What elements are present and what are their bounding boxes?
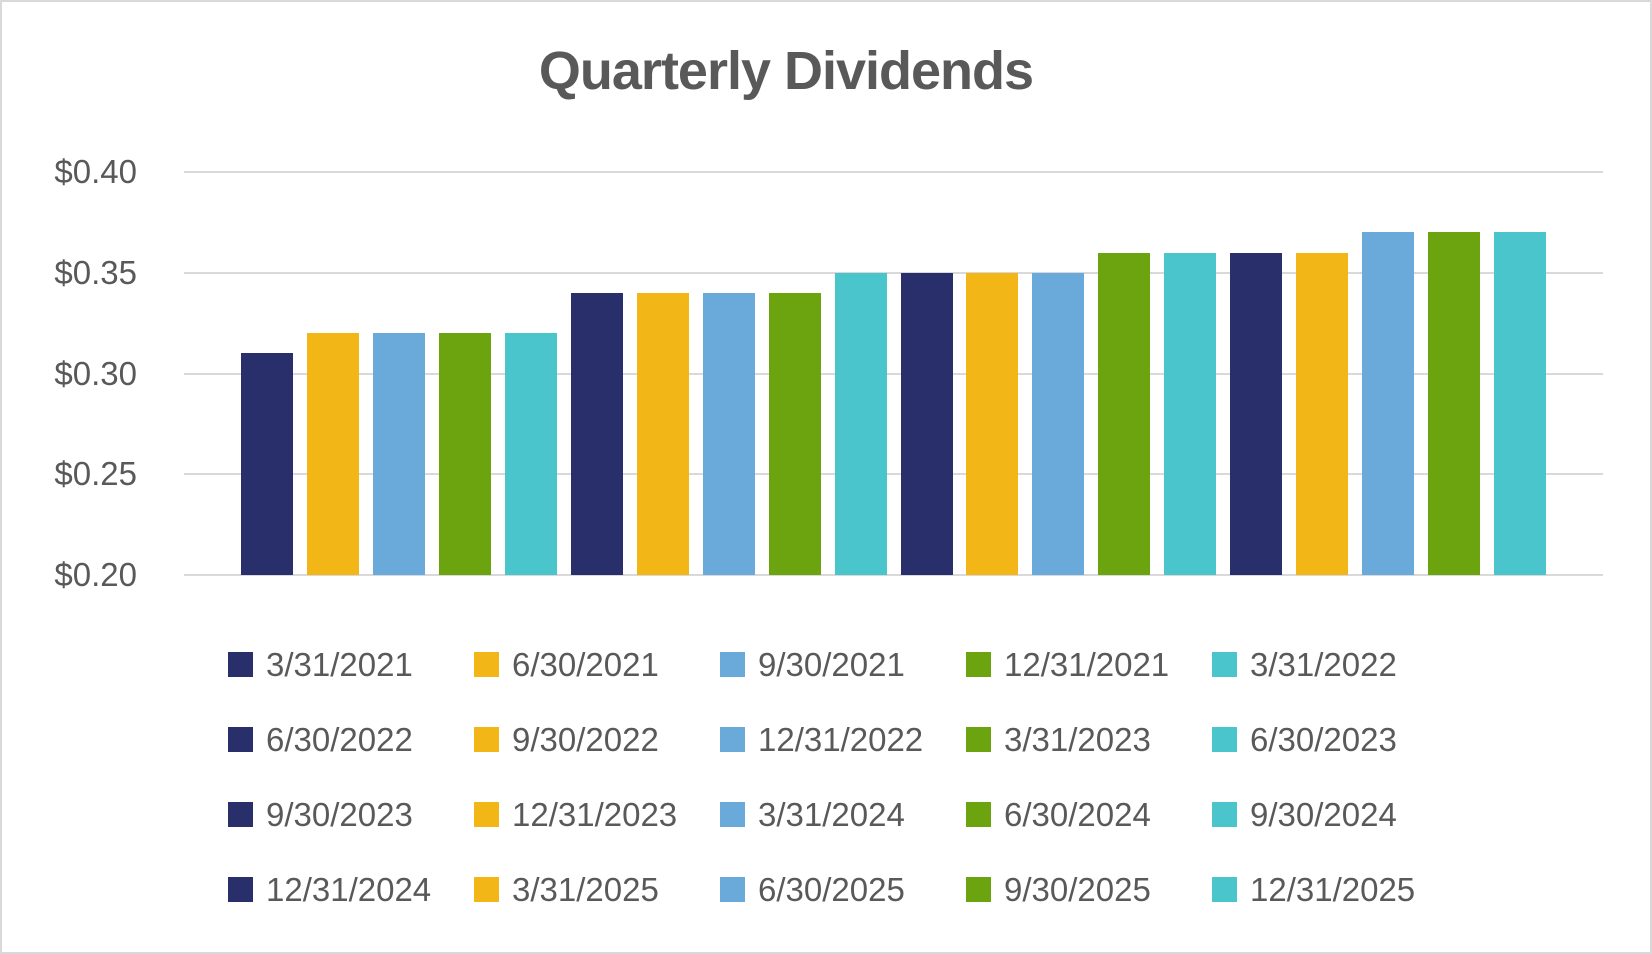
gridline--0-25 [184,473,1603,476]
legend-swatch [720,802,745,827]
legend-swatch [228,877,253,902]
bar-9-30-2021[interactable] [373,333,425,575]
y-axis-tick-label: $0.20 [54,556,137,593]
bar-9-30-2025[interactable] [1428,232,1480,575]
legend-item-12-31-2023[interactable]: 12/31/2023 [474,777,720,852]
legend-label: 9/30/2023 [266,795,413,833]
y-axis-tick-label: $0.40 [54,153,137,190]
legend-swatch [966,727,991,752]
legend-item-6-30-2025[interactable]: 6/30/2025 [720,852,966,927]
legend-label: 6/30/2025 [758,870,905,908]
bar-6-30-2025[interactable] [1362,232,1414,575]
gridline--0-35 [184,271,1603,274]
bar-6-30-2021[interactable] [307,333,359,575]
legend-item-3-31-2021[interactable]: 3/31/2021 [228,627,474,702]
gridline--0-40 [184,171,1603,173]
legend-item-12-31-2024[interactable]: 12/31/2024 [228,852,474,927]
legend-label: 12/31/2022 [758,720,924,758]
bar-9-30-2022[interactable] [637,293,689,575]
chart-title: Quarterly Dividends [538,41,1034,101]
legend-swatch [228,727,253,752]
legend-swatch [228,802,253,827]
bar-12-31-2023[interactable] [966,273,1018,575]
gridline--0-20 [184,574,1603,576]
legend-swatch [966,877,991,902]
legend-item-3-31-2025[interactable]: 3/31/2025 [474,852,720,927]
legend-item-12-31-2025[interactable]: 12/31/2025 [1212,852,1458,927]
bar-9-30-2023[interactable] [901,273,953,575]
legend-item-9-30-2022[interactable]: 9/30/2022 [474,702,720,777]
y-axis: $0.40 $0.35 $0.30 $0.25 $0.20 [32,153,137,593]
legend-swatch [474,727,499,752]
legend-label: 9/30/2021 [758,645,905,683]
legend-swatch [1212,877,1237,902]
legend-label: 3/31/2025 [512,870,659,908]
legend-label: 9/30/2024 [1250,795,1397,833]
legend-swatch [720,727,745,752]
plot-area [184,171,1603,576]
legend-label: 6/30/2022 [266,720,413,758]
legend-swatch [1212,727,1237,752]
y-axis-tick-label: $0.25 [54,455,137,493]
legend-label: 3/31/2024 [758,795,905,833]
bar-12-31-2021[interactable] [439,333,491,575]
bar-12-31-2024[interactable] [1230,253,1282,575]
legend-label: 12/31/2024 [266,870,432,908]
bar-3-31-2021[interactable] [241,353,293,575]
legend-label: 6/30/2023 [1250,720,1397,758]
legend-swatch [1212,652,1237,677]
legend-swatch [720,652,745,677]
legend-item-9-30-2024[interactable]: 9/30/2024 [1212,777,1458,852]
bar-12-31-2025[interactable] [1494,232,1546,575]
legend: 3/31/2021 6/30/2021 9/30/2021 12/31/2021 3/3… [228,627,1458,927]
legend-label: 6/30/2024 [1004,795,1151,833]
gridline--0-30 [184,372,1603,375]
legend-swatch [474,877,499,902]
legend-swatch [720,877,745,902]
legend-item-9-30-2023[interactable]: 9/30/2023 [228,777,474,852]
legend-swatch [228,652,253,677]
bar-12-31-2022[interactable] [703,293,755,575]
legend-item-12-31-2021[interactable]: 12/31/2021 [966,627,1212,702]
legend-label: 12/31/2025 [1250,870,1416,908]
legend-swatch [1212,802,1237,827]
legend-item-6-30-2021[interactable]: 6/30/2021 [474,627,720,702]
legend-label: 12/31/2023 [512,795,678,833]
bar-3-31-2024[interactable] [1032,273,1084,575]
legend-item-3-31-2023[interactable]: 3/31/2023 [966,702,1212,777]
y-axis-tick-label: $0.30 [54,354,137,392]
legend-item-3-31-2024[interactable]: 3/31/2024 [720,777,966,852]
legend-item-3-31-2022[interactable]: 3/31/2022 [1212,627,1458,702]
bar-6-30-2023[interactable] [835,273,887,575]
bar-6-30-2022[interactable] [571,293,623,575]
legend-item-6-30-2024[interactable]: 6/30/2024 [966,777,1212,852]
legend-item-6-30-2022[interactable]: 6/30/2022 [228,702,474,777]
bar-9-30-2024[interactable] [1164,253,1216,575]
legend-label: 9/30/2025 [1004,870,1151,908]
legend-label: 3/31/2023 [1004,720,1151,758]
legend-label: 6/30/2021 [512,645,659,683]
bar-6-30-2024[interactable] [1098,253,1150,575]
legend-swatch [966,802,991,827]
legend-item-9-30-2021[interactable]: 9/30/2021 [720,627,966,702]
legend-label: 9/30/2022 [512,720,659,758]
bar-3-31-2023[interactable] [769,293,821,575]
legend-label: 12/31/2021 [1004,645,1170,683]
bar-3-31-2022[interactable] [505,333,557,575]
legend-label: 3/31/2022 [1250,645,1397,683]
legend-swatch [474,802,499,827]
legend-swatch [966,652,991,677]
legend-item-9-30-2025[interactable]: 9/30/2025 [966,852,1212,927]
bar-3-31-2025[interactable] [1296,253,1348,575]
legend-item-12-31-2022[interactable]: 12/31/2022 [720,702,966,777]
legend-swatch [474,652,499,677]
legend-item-6-30-2023[interactable]: 6/30/2023 [1212,702,1458,777]
y-axis-tick-label: $0.35 [54,253,137,291]
legend-label: 3/31/2021 [266,645,413,683]
